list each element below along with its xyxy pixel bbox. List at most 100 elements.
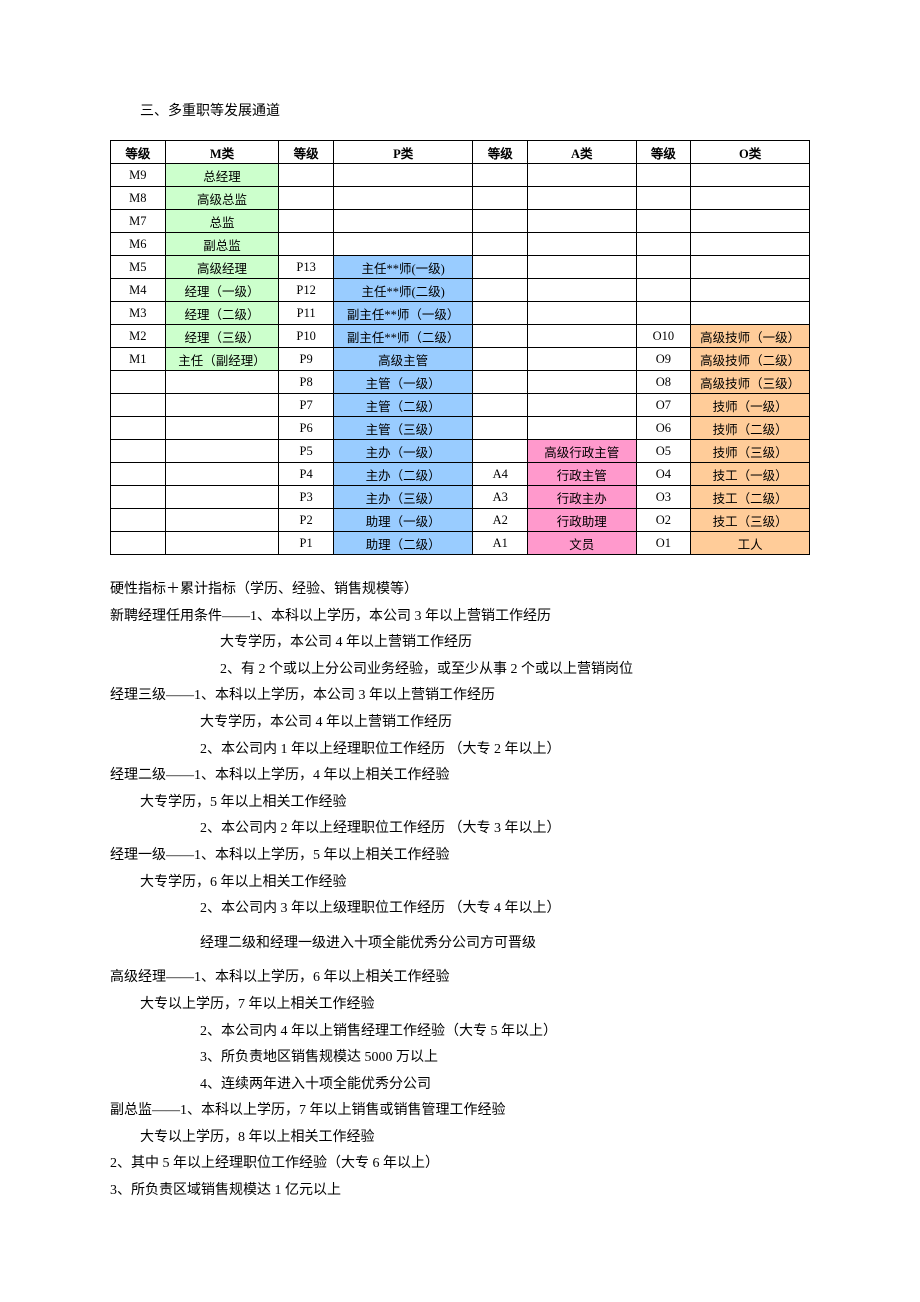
cell: 主管（三级） <box>334 417 473 440</box>
cell <box>165 509 279 532</box>
line: 4、连续两年进入十项全能优秀分公司 <box>110 1072 820 1099</box>
cell: 助理（一级） <box>334 509 473 532</box>
cell <box>528 233 636 256</box>
cell: M6 <box>111 233 166 256</box>
line: 大专学历，本公司 4 年以上营销工作经历 <box>110 630 820 657</box>
cell: O1 <box>636 532 691 555</box>
cell: P7 <box>279 394 334 417</box>
cell <box>528 210 636 233</box>
cell <box>528 325 636 348</box>
line: 经理二级——1、本科以上学历，4 年以上相关工作经验 <box>110 763 820 790</box>
line: 大专学历，5 年以上相关工作经验 <box>110 790 820 817</box>
table-row: M2经理（三级）P10副主任**师（二级）O10高级技师（一级） <box>111 325 810 348</box>
cell: 技师（二级） <box>691 417 810 440</box>
cell: O6 <box>636 417 691 440</box>
cell: M8 <box>111 187 166 210</box>
cell <box>636 256 691 279</box>
table-body: M9总经理M8高级总监M7总监M6副总监M5高级经理P13主任**师(一级)M4… <box>111 164 810 555</box>
cell: P3 <box>279 486 334 509</box>
cell <box>528 256 636 279</box>
table-row: P5主办（一级）高级行政主管O5技师（三级） <box>111 440 810 463</box>
cell: O9 <box>636 348 691 371</box>
table-row: P1助理（二级）A1文员O1工人 <box>111 532 810 555</box>
cell: 行政主办 <box>528 486 636 509</box>
cell <box>165 486 279 509</box>
line: 2、有 2 个或以上分公司业务经验，或至少从事 2 个或以上营销岗位 <box>110 657 820 684</box>
line: 硬性指标＋累计指标（学历、经验、销售规模等） <box>110 577 820 604</box>
cell: 工人 <box>691 532 810 555</box>
line: 3、所负责地区销售规模达 5000 万以上 <box>110 1045 820 1072</box>
cell <box>334 164 473 187</box>
cell <box>165 440 279 463</box>
line: 2、其中 5 年以上经理职位工作经验（大专 6 年以上） <box>110 1151 820 1178</box>
cell <box>473 394 528 417</box>
cell <box>334 187 473 210</box>
cell <box>165 463 279 486</box>
cell: 高级经理 <box>165 256 279 279</box>
cell: O5 <box>636 440 691 463</box>
cell <box>473 279 528 302</box>
cell: 副主任**师（一级） <box>334 302 473 325</box>
cell: O4 <box>636 463 691 486</box>
cell: 技工（三级） <box>691 509 810 532</box>
table-row: P7主管（二级）O7技师（一级） <box>111 394 810 417</box>
cell: 经理（一级） <box>165 279 279 302</box>
cell: P12 <box>279 279 334 302</box>
line: 大专学历，本公司 4 年以上营销工作经历 <box>110 710 820 737</box>
cell <box>111 417 166 440</box>
line: 2、本公司内 4 年以上销售经理工作经验（大专 5 年以上） <box>110 1019 820 1046</box>
header-level-o: 等级 <box>636 141 691 164</box>
line: 2、本公司内 1 年以上经理职位工作经历 （大专 2 年以上） <box>110 737 820 764</box>
cell <box>473 440 528 463</box>
table-row: M6副总监 <box>111 233 810 256</box>
cell: 经理（三级） <box>165 325 279 348</box>
line: 2、本公司内 2 年以上经理职位工作经历 （大专 3 年以上） <box>110 816 820 843</box>
cell <box>636 233 691 256</box>
cell: M4 <box>111 279 166 302</box>
cell: 经理（二级） <box>165 302 279 325</box>
cell: A1 <box>473 532 528 555</box>
cell <box>279 187 334 210</box>
table-row: M7总监 <box>111 210 810 233</box>
cell <box>691 187 810 210</box>
cell <box>111 532 166 555</box>
cell <box>636 164 691 187</box>
cell <box>528 348 636 371</box>
line: 新聘经理任用条件——1、本科以上学历，本公司 3 年以上营销工作经历 <box>110 604 820 631</box>
cell: 高级总监 <box>165 187 279 210</box>
cell <box>636 302 691 325</box>
cell: 高级技师（二级） <box>691 348 810 371</box>
cell: 主办（一级） <box>334 440 473 463</box>
cell <box>111 509 166 532</box>
cell: 主任（副经理） <box>165 348 279 371</box>
cell: 主管（二级） <box>334 394 473 417</box>
cell: 技师（一级） <box>691 394 810 417</box>
cell: P11 <box>279 302 334 325</box>
cell: O10 <box>636 325 691 348</box>
cell <box>279 164 334 187</box>
cell <box>165 532 279 555</box>
cell: P8 <box>279 371 334 394</box>
cell: P9 <box>279 348 334 371</box>
cell <box>279 210 334 233</box>
cell: 主办（三级） <box>334 486 473 509</box>
cell <box>111 394 166 417</box>
cell <box>636 210 691 233</box>
header-p: P类 <box>334 141 473 164</box>
table-row: M8高级总监 <box>111 187 810 210</box>
cell <box>279 233 334 256</box>
table-row: M4经理（一级）P12主任**师(二级) <box>111 279 810 302</box>
header-level-a: 等级 <box>473 141 528 164</box>
cell: 主办（二级） <box>334 463 473 486</box>
cell <box>691 233 810 256</box>
table-row: M3经理（二级）P11副主任**师（一级） <box>111 302 810 325</box>
cell: 主任**师(二级) <box>334 279 473 302</box>
cell: 技师（三级） <box>691 440 810 463</box>
cell: A2 <box>473 509 528 532</box>
table-row: P8主管（一级）O8高级技师（三级） <box>111 371 810 394</box>
cell <box>334 210 473 233</box>
cell <box>473 348 528 371</box>
cell <box>111 440 166 463</box>
cell: A3 <box>473 486 528 509</box>
cell <box>528 302 636 325</box>
